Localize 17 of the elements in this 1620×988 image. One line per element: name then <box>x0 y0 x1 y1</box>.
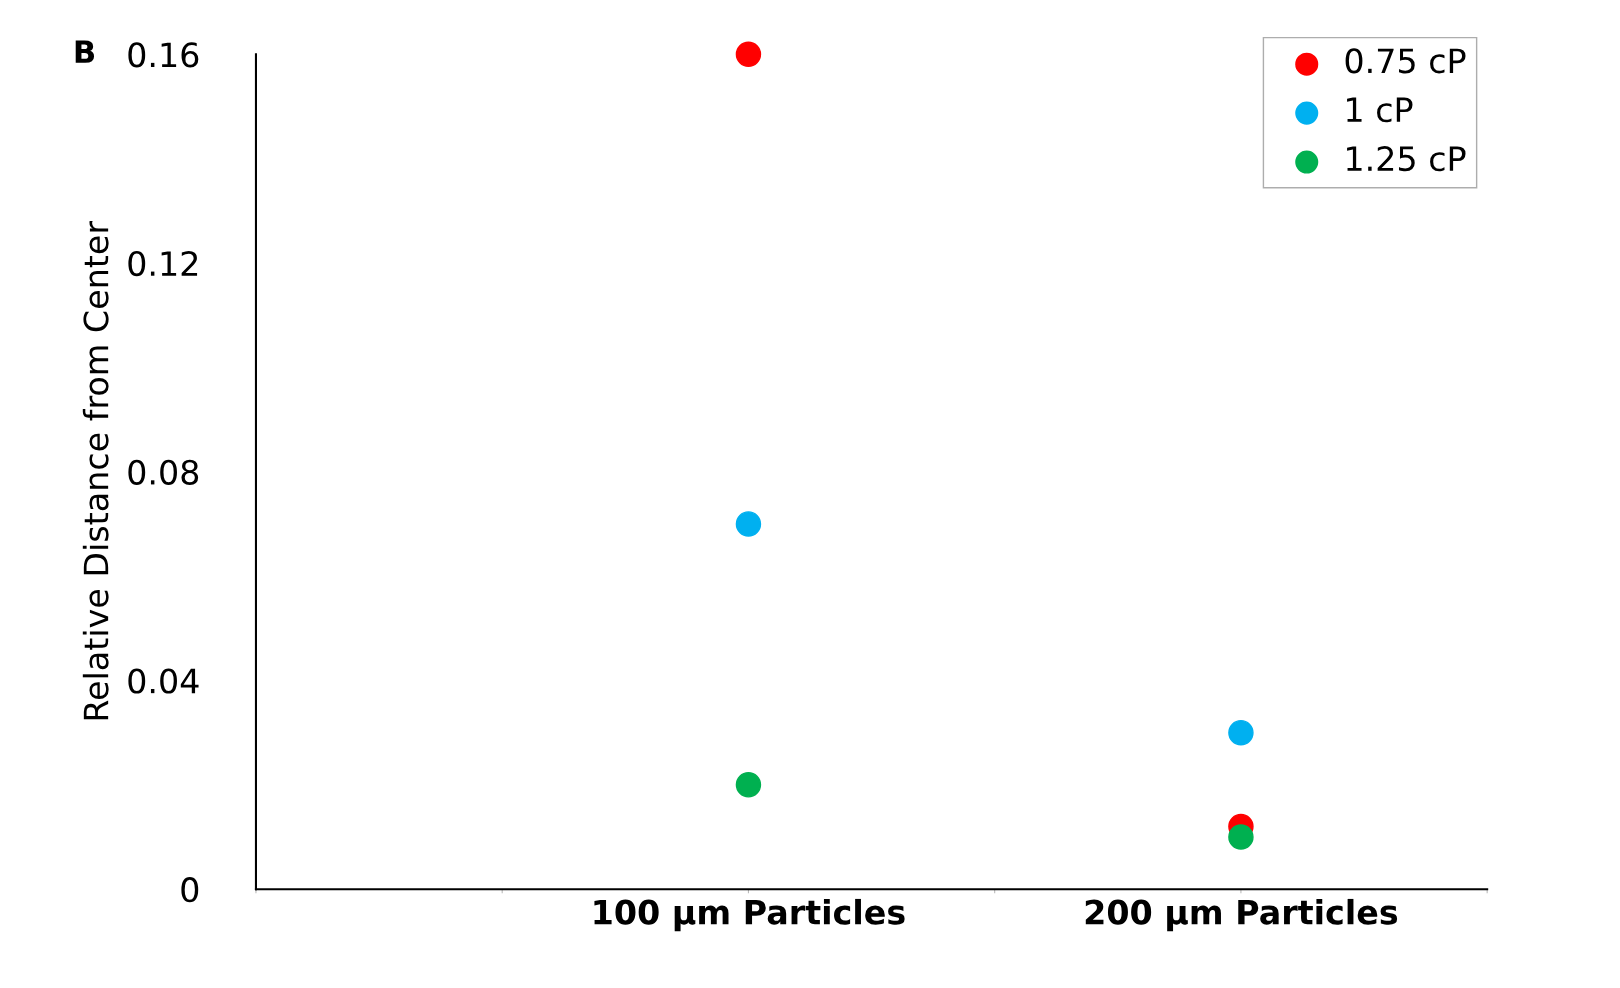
point <box>735 772 762 798</box>
point <box>1228 824 1254 850</box>
y-tick-label: 0.12 <box>128 250 198 277</box>
legend-label: 1 cP <box>1347 97 1413 123</box>
point <box>735 511 762 537</box>
legend-label: 1.25 cP <box>1347 146 1466 172</box>
y-tick-label: 0.16 <box>128 42 199 68</box>
legend-label: 0.75 cP <box>1345 48 1466 74</box>
y-tick-label: 0.08 <box>128 459 199 485</box>
y-axis-title: Relative Distance from Center <box>82 220 109 720</box>
point <box>735 41 762 68</box>
point <box>1228 719 1254 746</box>
y-tick-label: 0 <box>181 877 199 903</box>
y-tick-label: 0.04 <box>128 668 199 694</box>
x-tick-label: 100 μm Particles <box>594 898 905 932</box>
text: B <box>75 40 95 63</box>
x-tick-label: 200 μm Particles <box>1085 898 1398 932</box>
